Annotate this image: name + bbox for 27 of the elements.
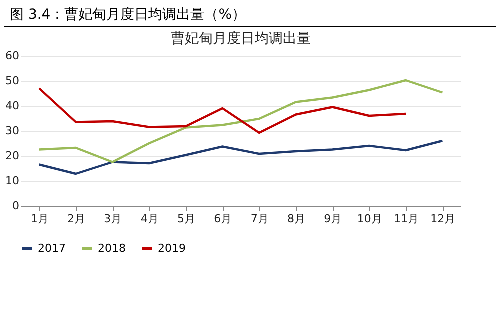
- line-series: [38, 79, 444, 164]
- y-tick-label: 0: [12, 200, 20, 212]
- y-tick-label: 10: [6, 174, 20, 188]
- x-tick-label: 12月: [430, 212, 456, 226]
- chart-subtitle: 曹妃甸月度日均调出量: [171, 31, 311, 47]
- y-tick-label: 20: [6, 150, 20, 162]
- legend-label: 2019: [158, 242, 186, 255]
- y-tick-label: 30: [6, 124, 20, 138]
- x-tick-label: 9月: [324, 212, 342, 226]
- chart-title: 图 3.4：曹妃甸月度日均调出量（%）: [4, 0, 496, 27]
- x-tick-label: 4月: [140, 212, 159, 226]
- x-tick-label: 1月: [30, 212, 49, 226]
- y-tick-label: 60: [6, 50, 20, 62]
- x-tick-label: 6月: [214, 212, 232, 226]
- line-series: [38, 87, 408, 134]
- x-tick-label: 8月: [288, 212, 306, 226]
- line-series: [38, 140, 444, 176]
- x-tick-label: 10月: [357, 212, 382, 226]
- y-tick-label: 50: [6, 74, 20, 88]
- x-tick-label: 3月: [104, 212, 122, 226]
- legend-label: 2017: [38, 242, 66, 255]
- x-tick-label: 7月: [250, 212, 269, 226]
- x-tick-label: 2月: [68, 212, 86, 226]
- y-tick-label: 40: [6, 100, 20, 112]
- legend-label: 2018: [98, 242, 126, 255]
- x-tick-label: 5月: [178, 212, 196, 226]
- x-tick-label: 11月: [394, 212, 419, 226]
